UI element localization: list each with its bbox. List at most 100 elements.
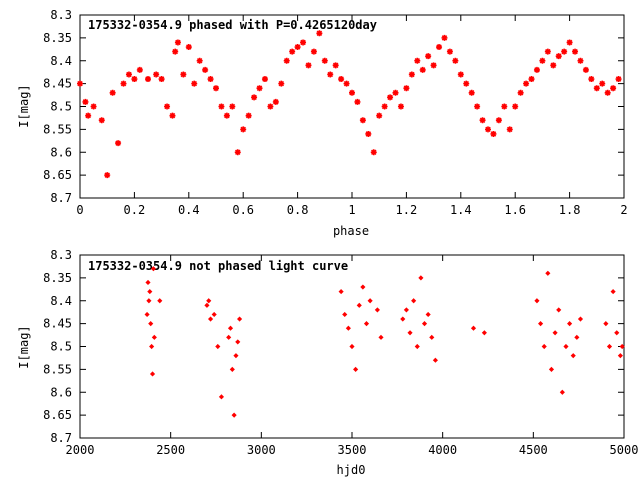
data-point [603,321,609,327]
data-point [151,334,157,340]
data-point [432,357,438,363]
data-point [125,71,132,78]
x-tick-label: 1.8 [559,203,581,217]
data-point [211,311,217,318]
data-point [278,80,285,87]
data-point [370,149,377,156]
data-point [180,71,187,78]
data-point [204,302,210,308]
y-tick-label: 8.35 [43,31,72,45]
x-tick-label: 4500 [519,443,548,457]
data-point [563,343,569,350]
y-tick-label: 8.7 [50,191,72,205]
data-point [164,103,171,110]
data-point [206,298,212,304]
y-tick-label: 8.35 [43,271,72,285]
data-point [577,57,584,64]
data-point [615,76,622,83]
data-point [414,343,420,350]
data-point [229,103,236,110]
data-point [305,62,312,69]
data-point [425,311,431,318]
data-point [523,80,530,87]
data-point [365,130,372,137]
data-point [614,330,620,336]
data-point [157,298,163,304]
data-point [234,149,241,156]
unphased-chart-x-axis-label: hjd0 [337,463,366,477]
data-point [251,94,258,101]
data-point [354,98,361,105]
data-point [517,89,524,96]
x-tick-label: 4000 [428,443,457,457]
y-tick-label: 8.5 [50,340,72,354]
data-point [556,307,562,313]
data-point [338,289,344,295]
x-tick-label: 1.6 [504,203,526,217]
data-point [144,311,150,318]
data-point [233,353,239,359]
data-point [149,343,155,350]
data-point [419,66,426,73]
plot-frame [79,14,625,199]
unphased-light-curve-chart: 175332-0354.9 not phased light curve hjd… [17,248,638,477]
data-point [353,366,359,372]
data-point [403,85,410,92]
data-point [541,343,547,350]
data-point [226,334,232,340]
data-point [267,103,274,110]
data-point [381,103,388,110]
x-tick-label: 0.4 [178,203,200,217]
y-tick-label: 8.6 [50,145,72,159]
y-tick-label: 8.55 [43,122,72,136]
data-point [136,66,143,73]
data-point [452,57,459,64]
data-point [185,44,192,51]
data-point [407,330,413,336]
data-point [327,71,334,78]
data-point [256,85,263,92]
data-point [436,44,443,51]
data-point [196,57,203,64]
data-point [227,325,234,331]
data-point [567,321,573,327]
data-point [387,94,394,101]
data-point [619,343,625,350]
data-point [425,53,432,60]
data-point [148,321,154,327]
data-point [245,112,252,119]
data-point [215,343,221,350]
phased-chart-title: 175332-0354.9 phased with P=0.4265120day [88,18,377,32]
data-point [349,343,355,350]
data-point [457,71,464,78]
data-point [332,62,339,69]
data-point [316,30,323,37]
data-point [202,66,209,73]
data-point [360,284,366,290]
x-tick-label: 3500 [338,443,367,457]
y-tick-label: 8.5 [50,100,72,114]
y-tick-label: 8.55 [43,362,72,376]
data-point [403,307,409,313]
x-tick-label: 1.2 [396,203,418,217]
data-point [363,321,370,327]
data-point [495,117,502,124]
data-point [400,316,406,322]
data-point [474,103,481,110]
y-tick-label: 8.4 [50,54,72,68]
data-point [374,307,380,313]
data-point [169,112,176,119]
data-point [604,89,611,96]
data-point [559,389,565,395]
data-point [566,39,573,46]
data-point [345,325,351,331]
data-point [610,85,617,92]
x-tick-label: 5000 [610,443,639,457]
data-point [231,412,237,418]
data-point [321,57,328,64]
phased-chart-x-axis-label: phase [333,224,369,238]
data-point [218,103,225,110]
data-point [300,39,307,46]
data-point [582,66,589,73]
data-point [538,321,544,327]
